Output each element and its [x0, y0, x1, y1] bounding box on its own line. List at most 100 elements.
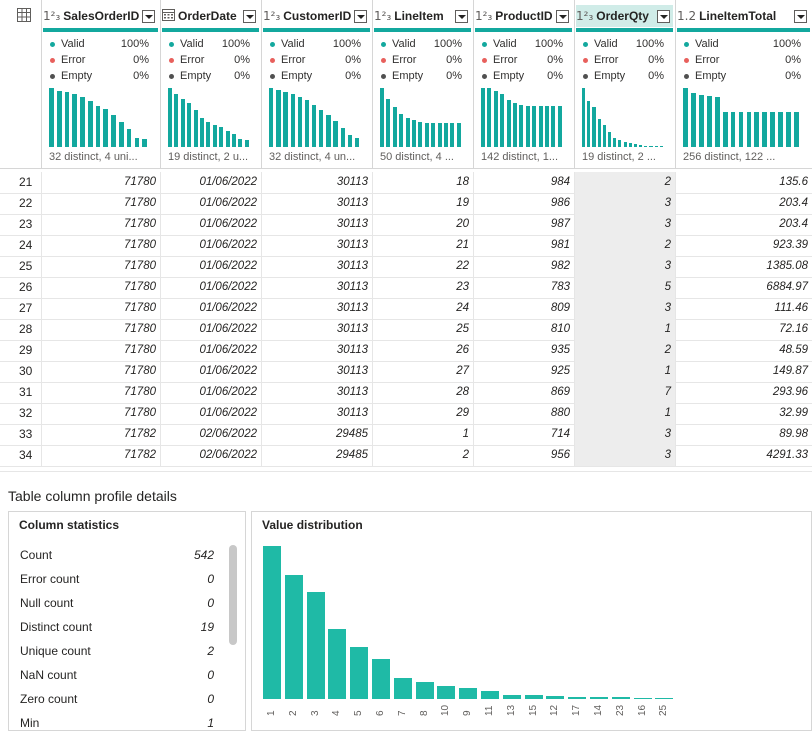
distribution-bar[interactable]	[306, 592, 325, 699]
cell-productid[interactable]: 956	[473, 445, 574, 466]
distribution-bar[interactable]	[655, 698, 674, 699]
cell-orderdate[interactable]: 01/06/2022	[160, 277, 261, 298]
cell-orderdate[interactable]: 01/06/2022	[160, 214, 261, 235]
cell-customerid[interactable]: 30113	[261, 319, 372, 340]
cell-salesorderid[interactable]: 71780	[41, 277, 160, 298]
cell-customerid[interactable]: 30113	[261, 193, 372, 214]
cell-orderqty[interactable]: 3	[574, 214, 675, 235]
cell-lineitemtotal[interactable]: 135.6	[675, 172, 812, 193]
cell-salesorderid[interactable]: 71780	[41, 256, 160, 277]
cell-orderdate[interactable]: 01/06/2022	[160, 319, 261, 340]
cell-orderqty[interactable]: 2	[574, 340, 675, 361]
cell-lineitemtotal[interactable]: 149.87	[675, 361, 812, 382]
cell-customerid[interactable]: 29485	[261, 424, 372, 445]
cell-salesorderid[interactable]: 71782	[41, 424, 160, 445]
cell-lineitemtotal[interactable]: 203.4	[675, 214, 812, 235]
distribution-bar[interactable]	[437, 686, 456, 699]
cell-productid[interactable]: 714	[473, 424, 574, 445]
cell-productid[interactable]: 880	[473, 403, 574, 424]
cell-customerid[interactable]: 30113	[261, 235, 372, 256]
stats-scrollbar[interactable]	[229, 545, 237, 645]
cell-productid[interactable]: 869	[473, 382, 574, 403]
cell-productid[interactable]: 986	[473, 193, 574, 214]
cell-orderqty[interactable]: 1	[574, 319, 675, 340]
cell-orderqty[interactable]: 3	[574, 445, 675, 466]
cell-lineitem[interactable]: 26	[372, 340, 473, 361]
cell-orderdate[interactable]: 01/06/2022	[160, 361, 261, 382]
column-header-salesorderid[interactable]: 1²₃ SalesOrderID	[43, 5, 158, 27]
cell-lineitem[interactable]: 23	[372, 277, 473, 298]
column-header-customerid[interactable]: 1²₃ CustomerID	[263, 5, 370, 27]
cell-lineitemtotal[interactable]: 203.4	[675, 193, 812, 214]
cell-salesorderid[interactable]: 71780	[41, 340, 160, 361]
cell-salesorderid[interactable]: 71780	[41, 298, 160, 319]
cell-orderqty[interactable]: 3	[574, 298, 675, 319]
cell-orderdate[interactable]: 01/06/2022	[160, 256, 261, 277]
cell-lineitemtotal[interactable]: 293.96	[675, 382, 812, 403]
cell-orderqty[interactable]: 1	[574, 403, 675, 424]
distribution-bar[interactable]	[328, 629, 347, 699]
distribution-bar[interactable]	[350, 647, 369, 699]
cell-orderqty[interactable]: 3	[574, 424, 675, 445]
cell-orderdate[interactable]: 01/06/2022	[160, 340, 261, 361]
cell-customerid[interactable]: 30113	[261, 361, 372, 382]
cell-productid[interactable]: 809	[473, 298, 574, 319]
cell-customerid[interactable]: 30113	[261, 277, 372, 298]
column-header-productid[interactable]: 1²₃ ProductID	[475, 5, 572, 27]
cell-customerid[interactable]: 30113	[261, 172, 372, 193]
cell-lineitem[interactable]: 24	[372, 298, 473, 319]
cell-orderdate[interactable]: 02/06/2022	[160, 445, 261, 466]
cell-lineitemtotal[interactable]: 48.59	[675, 340, 812, 361]
cell-customerid[interactable]: 29485	[261, 445, 372, 466]
cell-orderdate[interactable]: 01/06/2022	[160, 235, 261, 256]
cell-orderdate[interactable]: 01/06/2022	[160, 382, 261, 403]
cell-orderdate[interactable]: 01/06/2022	[160, 403, 261, 424]
table-select-icon[interactable]	[17, 8, 31, 22]
distribution-bar[interactable]	[590, 697, 608, 699]
cell-salesorderid[interactable]: 71780	[41, 319, 160, 340]
cell-lineitem[interactable]: 1	[372, 424, 473, 445]
cell-lineitemtotal[interactable]: 923.39	[675, 235, 812, 256]
cell-lineitem[interactable]: 28	[372, 382, 473, 403]
distribution-bar[interactable]	[611, 697, 630, 699]
distribution-bar[interactable]	[459, 688, 478, 699]
filter-dropdown-icon[interactable]	[794, 9, 807, 23]
cell-customerid[interactable]: 30113	[261, 214, 372, 235]
filter-dropdown-icon[interactable]	[556, 9, 569, 23]
cell-lineitem[interactable]: 18	[372, 172, 473, 193]
cell-lineitem[interactable]: 29	[372, 403, 473, 424]
cell-customerid[interactable]: 30113	[261, 403, 372, 424]
cell-customerid[interactable]: 30113	[261, 256, 372, 277]
column-header-lineitemtotal[interactable]: 1.2 LineItemTotal	[677, 5, 810, 27]
cell-orderdate[interactable]: 01/06/2022	[160, 172, 261, 193]
distribution-bar[interactable]	[524, 695, 543, 699]
cell-productid[interactable]: 935	[473, 340, 574, 361]
cell-lineitem[interactable]: 21	[372, 235, 473, 256]
cell-lineitemtotal[interactable]: 111.46	[675, 298, 812, 319]
distribution-bar[interactable]	[372, 659, 390, 699]
filter-dropdown-icon[interactable]	[243, 9, 256, 23]
cell-lineitem[interactable]: 20	[372, 214, 473, 235]
cell-salesorderid[interactable]: 71780	[41, 235, 160, 256]
cell-orderdate[interactable]: 01/06/2022	[160, 298, 261, 319]
filter-dropdown-icon[interactable]	[354, 9, 367, 23]
cell-productid[interactable]: 925	[473, 361, 574, 382]
column-header-lineitem[interactable]: 1²₃ LineItem	[374, 5, 471, 27]
cell-salesorderid[interactable]: 71780	[41, 382, 160, 403]
cell-lineitem[interactable]: 19	[372, 193, 473, 214]
cell-lineitemtotal[interactable]: 32.99	[675, 403, 812, 424]
filter-dropdown-icon[interactable]	[657, 9, 670, 23]
distribution-bar[interactable]	[546, 696, 565, 699]
distribution-bar[interactable]	[263, 546, 281, 699]
cell-lineitem[interactable]: 27	[372, 361, 473, 382]
cell-productid[interactable]: 984	[473, 172, 574, 193]
cell-customerid[interactable]: 30113	[261, 382, 372, 403]
cell-lineitem[interactable]: 25	[372, 319, 473, 340]
cell-salesorderid[interactable]: 71780	[41, 172, 160, 193]
cell-orderdate[interactable]: 01/06/2022	[160, 193, 261, 214]
cell-customerid[interactable]: 30113	[261, 340, 372, 361]
cell-lineitemtotal[interactable]: 72.16	[675, 319, 812, 340]
cell-salesorderid[interactable]: 71780	[41, 214, 160, 235]
cell-lineitem[interactable]: 22	[372, 256, 473, 277]
cell-lineitemtotal[interactable]: 4291.33	[675, 445, 812, 466]
